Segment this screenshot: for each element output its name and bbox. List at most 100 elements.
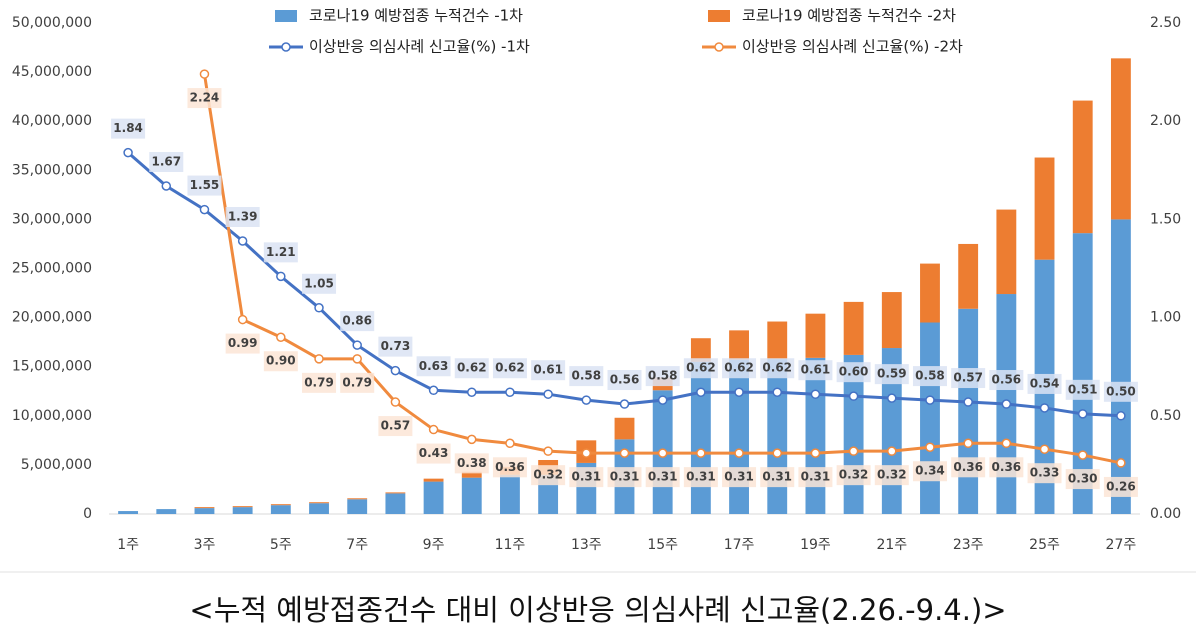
bar — [423, 481, 444, 514]
line-point — [1001, 438, 1012, 449]
data-label: 0.31 — [686, 470, 716, 484]
data-label: 0.36 — [495, 460, 525, 474]
data-label-bg — [492, 358, 527, 379]
line-point — [237, 236, 248, 246]
data-label-bg — [302, 372, 337, 393]
bar — [843, 301, 864, 355]
line-point — [199, 204, 210, 215]
x-tick-label: 1주 — [117, 537, 139, 553]
data-label-bg — [378, 416, 413, 437]
bar — [232, 506, 253, 508]
y-tick-label: 45,000,000 — [12, 64, 92, 80]
line-point — [1077, 409, 1088, 419]
line-point — [352, 354, 362, 364]
line-point — [428, 424, 439, 435]
data-label-bg — [683, 358, 718, 379]
data-label: 0.99 — [228, 336, 258, 350]
data-label-bg — [645, 467, 680, 488]
y-tick-label: 25,000,000 — [12, 261, 92, 277]
x-tick-label: 15주 — [647, 537, 678, 553]
data-label: 0.79 — [342, 375, 372, 389]
bar — [309, 503, 329, 514]
bar — [118, 511, 139, 514]
bar — [385, 492, 406, 494]
bar — [767, 358, 788, 514]
line-point — [963, 438, 973, 449]
data-label: 0.59 — [877, 367, 907, 381]
bar — [309, 502, 329, 504]
data-label-bg — [187, 175, 222, 196]
bar — [1110, 219, 1131, 514]
legend-marker — [714, 42, 724, 52]
data-label-bg — [645, 366, 680, 387]
line-point — [543, 389, 553, 399]
data-label: 1.05 — [304, 276, 334, 290]
data-label: 0.30 — [1068, 472, 1098, 486]
line-point — [1116, 411, 1126, 421]
line-point — [276, 271, 286, 282]
data-label: 0.61 — [801, 363, 831, 377]
data-label-bg — [951, 457, 986, 478]
data-label: 0.32 — [877, 468, 907, 482]
x-tick-label: 13주 — [571, 537, 602, 553]
data-label: 0.32 — [533, 468, 563, 482]
data-label: 0.32 — [839, 468, 869, 482]
line-point — [467, 387, 477, 397]
data-label-bg — [531, 465, 566, 486]
data-label: 1.55 — [190, 178, 220, 192]
y2-tick-label: 2.50 — [1150, 15, 1181, 31]
line-point — [810, 389, 821, 399]
data-label: 1.39 — [228, 210, 258, 224]
line-point — [963, 397, 973, 407]
data-label-bg — [798, 467, 833, 488]
data-label-bg — [492, 457, 527, 478]
data-label-bg — [989, 370, 1024, 391]
data-label: 0.31 — [648, 470, 678, 484]
data-label: 0.50 — [1106, 384, 1136, 398]
y2-tick-label: 1.00 — [1150, 310, 1181, 326]
y2-tick-label: 2.00 — [1150, 113, 1181, 129]
line-point — [696, 387, 706, 397]
legend-swatch — [708, 10, 730, 22]
data-label-bg — [225, 207, 260, 228]
data-label-bg — [836, 362, 871, 383]
line-point — [1001, 399, 1012, 409]
y-tick-label: 40,000,000 — [12, 113, 92, 129]
line-point — [543, 446, 553, 456]
legend-label: 이상반응 의심사례 신고율(%) -1차 — [309, 38, 530, 56]
data-label-bg — [454, 453, 489, 474]
bar — [461, 477, 482, 514]
line-point — [619, 399, 630, 409]
data-label-bg — [569, 366, 604, 387]
line-point — [619, 448, 630, 458]
x-tick-label: 9주 — [423, 537, 445, 553]
line-point — [505, 438, 515, 449]
data-label: 0.36 — [953, 460, 983, 474]
bar — [767, 321, 788, 359]
line-point — [581, 448, 592, 458]
data-label: 0.51 — [1068, 382, 1098, 396]
data-label-bg — [378, 336, 413, 357]
data-label: 1.67 — [151, 155, 181, 169]
data-label-bg — [302, 273, 337, 294]
bar — [958, 243, 979, 309]
line-point — [772, 387, 782, 397]
data-label: 0.34 — [915, 464, 945, 478]
data-label: 0.31 — [724, 470, 754, 484]
x-tick-label: 5주 — [270, 537, 292, 553]
data-label: 0.26 — [1106, 479, 1136, 493]
x-tick-label: 11주 — [495, 537, 526, 553]
bar — [194, 507, 215, 509]
line-point — [848, 391, 859, 401]
bar — [920, 263, 940, 323]
bar — [805, 357, 826, 514]
data-label-bg — [1065, 379, 1100, 400]
bar — [1072, 100, 1093, 234]
bar — [614, 417, 635, 440]
data-label: 1.84 — [113, 121, 143, 135]
data-label: 0.61 — [533, 363, 563, 377]
data-label: 0.56 — [992, 373, 1022, 387]
line-point — [581, 395, 592, 405]
bar — [461, 471, 482, 478]
